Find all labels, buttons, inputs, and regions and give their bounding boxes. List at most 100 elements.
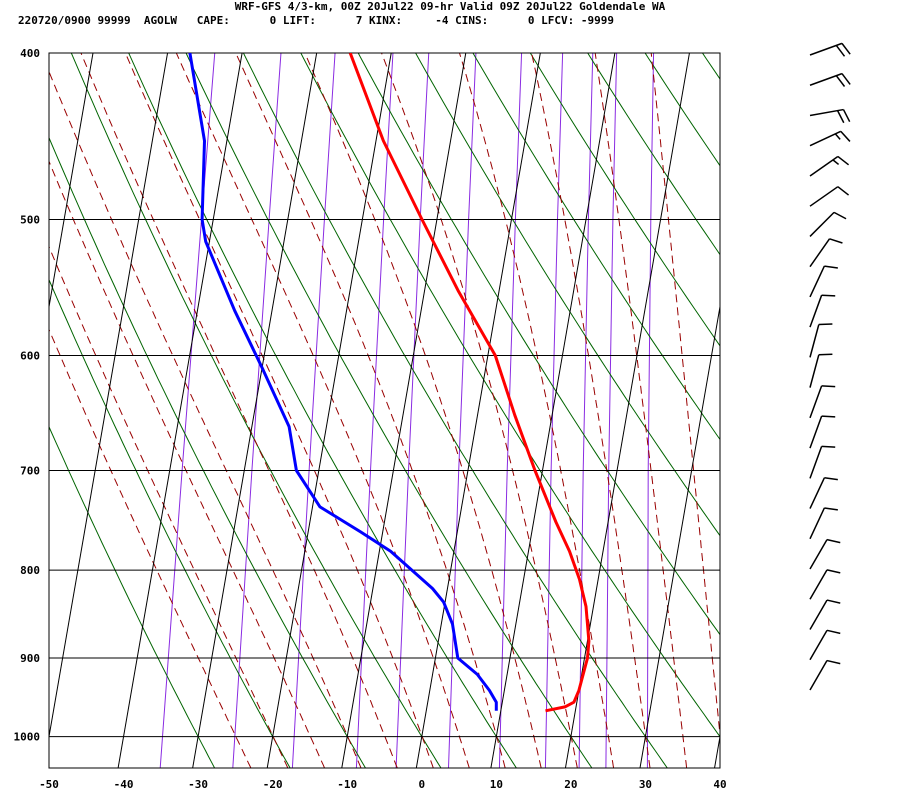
moist-adiabat-line [594, 53, 688, 768]
x-tick-label: 30 [639, 778, 652, 791]
wind-barb-staff [809, 354, 820, 388]
dry-adiabat-line [49, 425, 216, 768]
moist-adiabat-line [458, 53, 615, 768]
wind-barb [809, 445, 836, 479]
moist-adiabat-line [304, 53, 542, 768]
wind-barb-staff [809, 238, 831, 268]
wind-barb-staff [809, 446, 823, 479]
mixing-ratio-line [232, 53, 282, 768]
dry-adiabat-line [70, 53, 442, 768]
x-tick-label: 20 [564, 778, 577, 791]
y-tick-label: 700 [20, 464, 40, 477]
wind-barb-flag [841, 42, 851, 55]
dry-adiabat-line [800, 28, 900, 768]
y-tick-label: 1000 [14, 731, 41, 744]
x-tick-label: 0 [418, 778, 425, 791]
wind-barb-flag [833, 211, 847, 220]
wind-barb-staff [809, 539, 828, 570]
wind-barb-staff [809, 265, 826, 298]
moist-adiabat-line [531, 53, 651, 768]
wind-barb-flag [842, 109, 851, 123]
mixing-ratio-line [646, 53, 655, 768]
wind-barb-flag [826, 538, 841, 544]
moist-adiabat-line [124, 53, 434, 768]
wind-barb-staff [809, 130, 842, 147]
moist-adiabat-line [175, 53, 470, 768]
wind-barb-flag [824, 477, 838, 481]
dry-adiabat-line [587, 53, 720, 256]
mixing-ratio-line [578, 53, 594, 768]
wind-barb-staff [809, 211, 835, 237]
wind-barb-flag [840, 130, 851, 142]
wind-barb-flag [826, 629, 841, 635]
dry-adiabat-line [644, 53, 720, 167]
dry-adiabat-line [242, 53, 668, 768]
wind-barb-flag [821, 445, 836, 448]
wind-barb-half-flag [832, 159, 840, 166]
wind-barb [809, 323, 833, 358]
wind-barb-flag [826, 599, 841, 604]
dry-adiabat-line [185, 53, 593, 768]
wind-barb [809, 72, 851, 87]
wind-barb-flag [824, 507, 838, 511]
wind-barb-half-flag [834, 133, 841, 140]
wind-barb-flag [826, 569, 841, 574]
moist-adiabat-line [235, 53, 506, 768]
wind-barb-flag [837, 155, 850, 166]
wind-barb [809, 353, 833, 388]
temperature-trace [348, 53, 591, 713]
wind-barb-staff [809, 477, 826, 509]
wind-barb [809, 538, 841, 570]
x-tick-label: 10 [490, 778, 503, 791]
wind-barb-staff [809, 385, 823, 419]
x-tick-label: -20 [263, 778, 283, 791]
isotherm-line [49, 53, 94, 310]
wind-barb-staff [809, 324, 820, 358]
dry-adiabat-line [472, 53, 720, 441]
mixing-ratio-line [544, 53, 564, 768]
wind-barb-flag [829, 238, 843, 244]
isotherm-line [415, 53, 541, 768]
wind-barb [809, 108, 851, 124]
wind-barb-flag [821, 385, 836, 388]
wind-barb [809, 186, 850, 207]
wind-barb [809, 415, 836, 449]
mixing-ratio-lines [159, 53, 655, 768]
dewpoint-trace [188, 53, 498, 711]
x-tick-label: -30 [188, 778, 208, 791]
dry-adiabat-line [49, 278, 291, 768]
moist-adiabat-line [49, 245, 289, 768]
isotherm-line [341, 53, 467, 768]
mixing-ratio-line [448, 53, 477, 768]
dry-adiabat-line [529, 53, 720, 347]
wind-barb-flag [824, 265, 838, 269]
dry-adiabat-line [415, 53, 720, 537]
moist-adiabat-line [49, 70, 362, 768]
y-tick-label: 500 [20, 213, 40, 226]
isotherm-line [639, 303, 720, 768]
sounding-traces [188, 53, 591, 713]
y-tick-label: 400 [20, 47, 40, 60]
x-tick-label: -40 [114, 778, 134, 791]
wind-barb [809, 569, 841, 600]
y-tick-label: 900 [20, 652, 40, 665]
x-tick-label: 40 [713, 778, 726, 791]
isotherm-line [490, 53, 616, 768]
isotherm-line [49, 53, 169, 740]
wind-barb [809, 265, 838, 298]
wind-barbs [809, 42, 851, 691]
moist-adiabats [49, 53, 720, 768]
isotherm-line [266, 53, 392, 768]
wind-barb [809, 211, 847, 237]
isotherm-line [117, 53, 243, 768]
isotherm-line [714, 733, 720, 768]
wind-barb-staff [809, 72, 843, 86]
wind-barb-flag [837, 186, 850, 196]
wind-barb [809, 294, 836, 328]
dry-adiabat-line [701, 53, 720, 80]
dry-adiabat-line [743, 28, 900, 768]
wind-barb-flag [836, 110, 845, 124]
mixing-ratio-line [605, 53, 618, 768]
y-tick-label: 600 [20, 349, 40, 362]
